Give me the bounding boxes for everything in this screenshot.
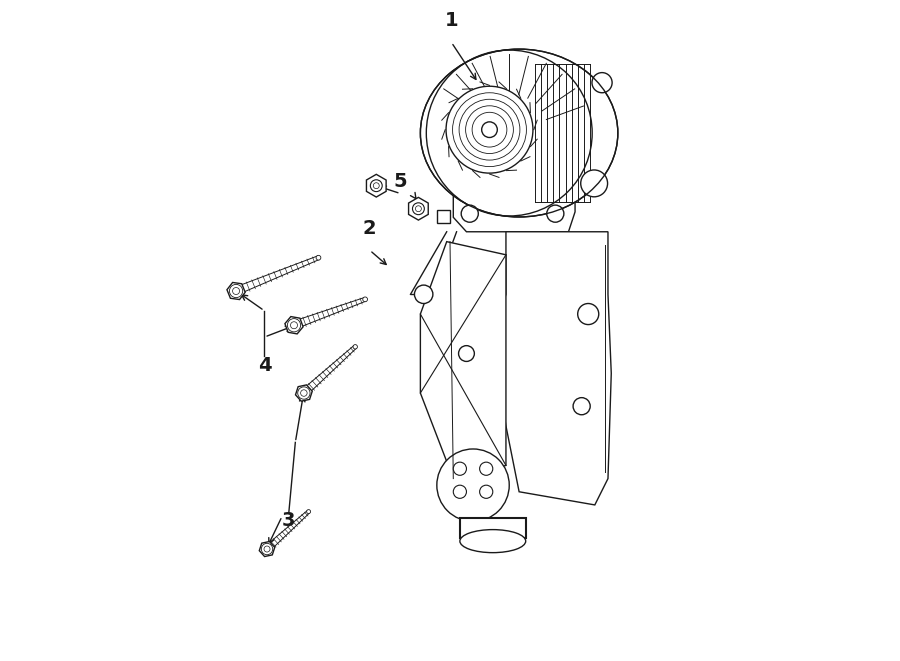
Circle shape [412, 203, 424, 215]
Circle shape [436, 449, 509, 522]
Circle shape [592, 73, 612, 93]
Polygon shape [454, 196, 575, 232]
Circle shape [454, 462, 466, 475]
Text: 2: 2 [363, 219, 376, 239]
Circle shape [480, 462, 493, 475]
Circle shape [316, 255, 320, 260]
Polygon shape [292, 297, 365, 329]
Polygon shape [235, 256, 320, 295]
Circle shape [371, 180, 382, 192]
Text: 5: 5 [394, 172, 408, 191]
Circle shape [573, 398, 590, 414]
Circle shape [301, 390, 307, 397]
Text: 4: 4 [257, 356, 271, 375]
Circle shape [578, 303, 599, 325]
Circle shape [363, 297, 367, 301]
Polygon shape [460, 518, 526, 538]
Circle shape [580, 170, 608, 197]
Polygon shape [295, 385, 312, 401]
Circle shape [374, 182, 379, 188]
Polygon shape [366, 175, 386, 197]
Circle shape [461, 205, 478, 222]
Circle shape [454, 485, 466, 498]
Polygon shape [409, 198, 428, 220]
Polygon shape [302, 346, 356, 396]
Circle shape [446, 86, 533, 173]
Circle shape [298, 387, 310, 399]
Circle shape [232, 288, 239, 295]
Circle shape [415, 285, 433, 303]
Bar [436, 210, 450, 223]
Ellipse shape [420, 49, 617, 217]
Circle shape [264, 546, 270, 552]
Text: 3: 3 [282, 511, 295, 530]
Circle shape [547, 205, 564, 222]
Polygon shape [227, 282, 245, 299]
Polygon shape [259, 541, 274, 557]
Polygon shape [265, 510, 310, 551]
Circle shape [230, 284, 243, 297]
Circle shape [482, 122, 498, 137]
Circle shape [261, 543, 273, 555]
Circle shape [416, 206, 421, 212]
Circle shape [291, 322, 298, 329]
Polygon shape [285, 317, 303, 334]
Polygon shape [493, 232, 611, 505]
Circle shape [307, 510, 310, 514]
Circle shape [459, 346, 474, 362]
Ellipse shape [460, 529, 526, 553]
Text: 1: 1 [445, 11, 458, 30]
Polygon shape [420, 242, 506, 479]
Circle shape [480, 485, 493, 498]
Circle shape [353, 344, 357, 349]
Circle shape [287, 319, 301, 332]
